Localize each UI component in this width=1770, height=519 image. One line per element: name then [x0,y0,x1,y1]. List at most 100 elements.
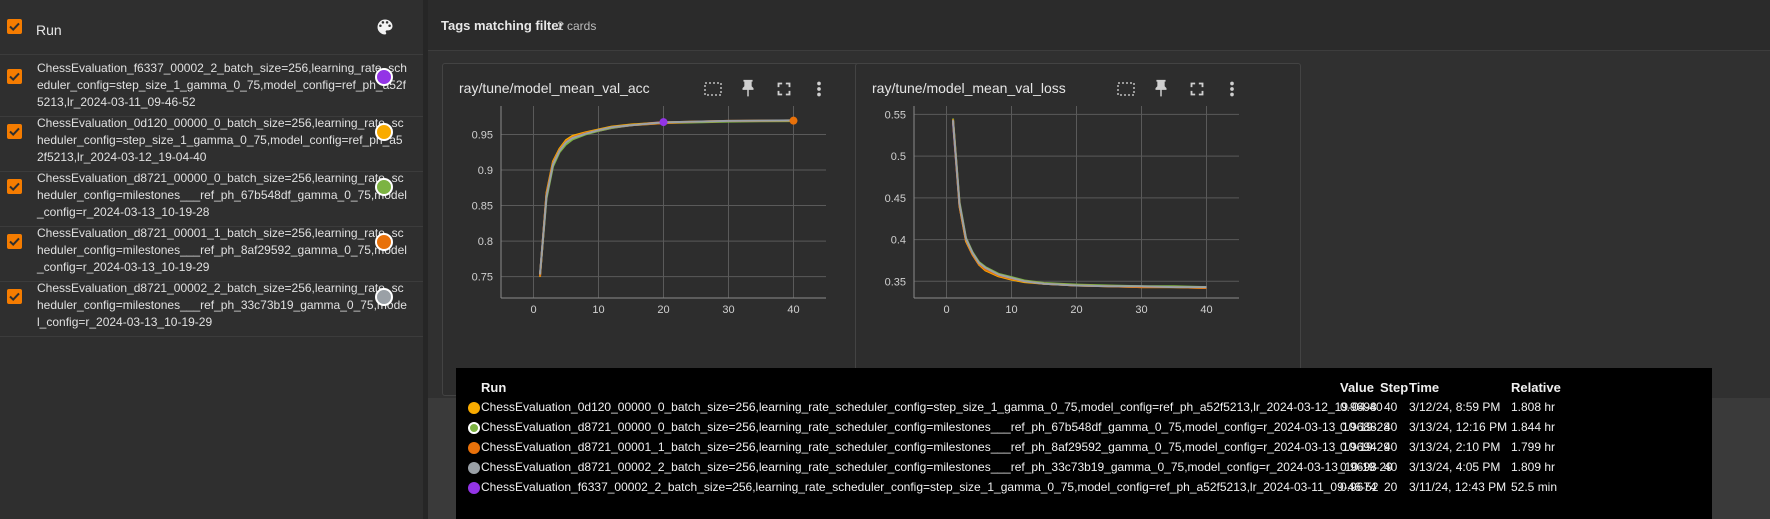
fit-domain-icon[interactable] [1115,78,1137,100]
pin-icon[interactable] [1150,78,1172,100]
scalar-card-loss: ray/tune/model_mean_val_loss 0.35 0.4 0.45… [855,63,1301,396]
run-name: ChessEvaluation_0d120_00000_0_batch_size… [37,116,404,164]
series-line [952,120,1207,289]
x-tick-label: 30 [1135,304,1147,316]
tooltip-value: 0.9688 [1340,420,1377,434]
y-tick-label: 0.5 [891,151,906,163]
check-icon [9,72,20,82]
tooltip-row: ChessEvaluation_0d120_00000_0_batch_size… [456,396,1712,419]
run-name: ChessEvaluation_d8721_00002_2_batch_size… [37,281,407,329]
series-color-dot [468,462,480,474]
y-tick-label: 0.95 [472,129,493,141]
tooltip-value: 0.9674 [1340,480,1377,494]
x-tick-label: 30 [722,304,734,316]
tooltip-time: 3/13/24, 4:05 PM [1409,460,1501,474]
series-line [952,118,1207,289]
chart-tooltip: Run Value Step Time Relative ChessEvalua… [456,368,1712,519]
run-row[interactable]: ChessEvaluation_d8721_00002_2_batch_size… [0,275,423,337]
series-line [539,119,794,277]
sidebar-resize-handle[interactable] [423,0,428,519]
acc-line-chart[interactable]: 0.75 0.8 0.85 0.9 0.95 0 10 20 30 40 [443,64,887,395]
check-icon [9,237,20,247]
tooltip-row: ChessEvaluation_f6337_00002_2_batch_size… [456,476,1712,499]
loss-line-chart[interactable]: 0.35 0.4 0.45 0.5 0.55 0 10 20 30 40 [856,64,1300,395]
more-vert-icon[interactable] [1221,78,1243,100]
tooltip-value: 0.9694 [1340,440,1377,454]
x-tick-label: 0 [530,304,536,316]
hover-point-marker [789,116,798,125]
series-color-dot [468,422,480,434]
run-row[interactable]: ChessEvaluation_d8721_00000_0_batch_size… [0,165,423,227]
series-line [539,120,794,276]
tooltip-header-value: Value [1340,380,1374,395]
tooltip-row: ChessEvaluation_d8721_00000_0_batch_size… [456,416,1712,439]
series-color-dot [468,442,480,454]
x-tick-label: 10 [1005,304,1017,316]
run-color-swatch[interactable] [375,288,393,306]
select-all-runs-checkbox[interactable] [7,19,22,34]
y-tick-label: 0.9 [478,165,493,177]
y-tick-label: 0.55 [885,109,906,121]
fullscreen-icon[interactable] [773,78,795,100]
tooltip-header-time: Time [1409,380,1440,395]
run-checkbox[interactable] [7,179,22,194]
y-tick-label: 0.75 [472,272,493,284]
tooltip-relative: 1.809 hr [1511,460,1556,474]
run-color-swatch[interactable] [375,178,393,196]
runs-sidebar: Run ChessEvaluation_f6337_00002_2_batch_… [0,0,424,519]
run-checkbox[interactable] [7,234,22,249]
check-icon [9,182,20,192]
x-tick-label: 20 [657,304,669,316]
tooltip-step: 20 [1384,480,1398,494]
y-tick-label: 0.35 [885,276,906,288]
run-name: ChessEvaluation_f6337_00002_2_batch_size… [37,61,407,109]
runs-table-header: Run [0,0,423,55]
tags-group-count: 2 cards [557,19,597,33]
card-group-header [428,0,1770,51]
card-title: ray/tune/model_mean_val_acc [459,80,650,96]
scalar-card-acc: ray/tune/model_mean_val_acc 0.75 0.8 0.85 0… [442,63,888,396]
series-line [539,119,794,275]
fit-domain-icon[interactable] [702,78,724,100]
run-row[interactable]: ChessEvaluation_f6337_00002_2_batch_size… [0,55,423,117]
tooltip-time: 3/13/24, 2:10 PM [1409,440,1501,454]
run-checkbox[interactable] [7,69,22,84]
tooltip-relative: 52.5 min [1511,480,1558,494]
run-checkbox[interactable] [7,289,22,304]
tooltip-step: 40 [1384,460,1398,474]
more-vert-icon[interactable] [808,78,830,100]
series-color-dot [468,482,480,494]
y-tick-label: 0.45 [885,193,906,205]
run-color-swatch[interactable] [375,233,393,251]
tooltip-step: 40 [1384,440,1398,454]
series-line [539,119,794,277]
run-name: ChessEvaluation_d8721_00001_1_batch_size… [37,226,407,274]
tooltip-value: 0.9698 [1340,460,1377,474]
card-title: ray/tune/model_mean_val_loss [872,80,1066,96]
check-icon [9,292,20,302]
tooltip-relative: 1.799 hr [1511,440,1556,454]
tooltip-time: 3/12/24, 8:59 PM [1409,400,1501,414]
run-checkbox[interactable] [7,124,22,139]
tooltip-header-run: Run [481,380,507,395]
y-tick-label: 0.85 [472,201,493,213]
tooltip-value: 0.9698 [1340,400,1377,414]
tooltip-run: ChessEvaluation_0d120_00000_0_batch_size… [481,400,1383,414]
series-line [952,119,1207,289]
run-color-swatch[interactable] [375,123,393,141]
tooltip-run: ChessEvaluation_d8721_00001_1_batch_size… [481,440,1391,454]
x-tick-label: 10 [592,304,604,316]
tooltip-run: ChessEvaluation_f6337_00002_2_batch_size… [481,480,1379,494]
palette-icon[interactable] [375,17,395,37]
run-column-label: Run [36,22,62,38]
series-line [952,120,1207,289]
fullscreen-icon[interactable] [1186,78,1208,100]
tooltip-row: ChessEvaluation_d8721_00001_1_batch_size… [456,436,1712,459]
pin-icon[interactable] [737,78,759,100]
run-row[interactable]: ChessEvaluation_d8721_00001_1_batch_size… [0,220,423,282]
y-tick-label: 0.8 [478,236,493,248]
run-color-swatch[interactable] [375,68,393,86]
series-line [539,121,664,276]
run-row[interactable]: ChessEvaluation_0d120_00000_0_batch_size… [0,110,423,172]
tooltip-run: ChessEvaluation_d8721_00002_2_batch_size… [481,460,1393,474]
